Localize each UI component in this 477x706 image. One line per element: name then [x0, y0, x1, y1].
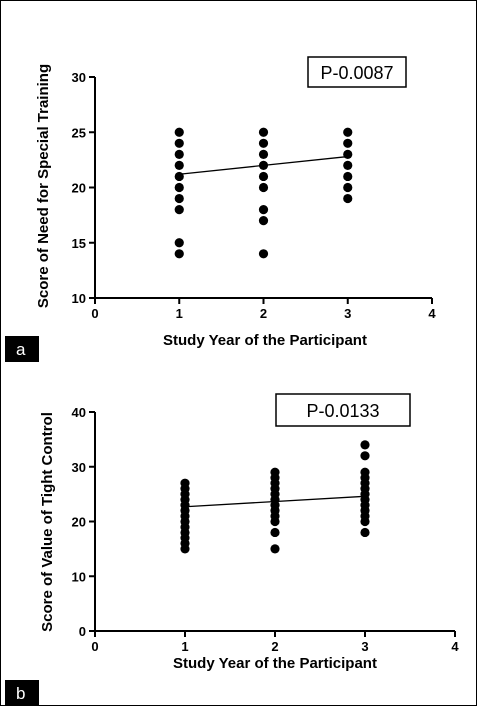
panel-a-data-point: [174, 127, 184, 137]
panel-a-y-tick-label: 15: [72, 236, 86, 251]
panel-a-data-point: [258, 205, 269, 215]
panel-a-data-point: [174, 138, 184, 148]
panel-a-p-value-box: [307, 56, 407, 88]
panel-a-x-axis-label: Study Year of the Participant: [163, 332, 367, 349]
panel-a-data-point: [258, 249, 269, 259]
panel-a-data-point: [174, 149, 184, 159]
panel-a-y-tick-label: 30: [72, 70, 86, 85]
panel-a-y-tick-label: 25: [72, 125, 86, 140]
panel-a-data-point: [258, 149, 269, 159]
panel-b-x-tick-label: 4: [451, 639, 459, 654]
panel-b-data-point: [360, 440, 370, 450]
panel-a-data-point: [174, 182, 184, 193]
panel-a-data-point: [174, 171, 184, 182]
panel-a-data-point: [258, 127, 269, 137]
panel-a-data-point: [258, 138, 269, 148]
panel-a-axes: 10 15 20 25 30 0 1 2 3 4: [72, 70, 437, 321]
panel-a-data-point: [343, 127, 353, 137]
panel-b-x-tick-label: 2: [271, 639, 278, 654]
panel-b-x-tick-label: 1: [181, 639, 188, 654]
panel-a-data-point: [258, 171, 269, 182]
panel-b-data-point: [270, 544, 280, 554]
panel-a-x-tick-label: 4: [428, 306, 436, 321]
panel-b-data-point: [180, 544, 190, 554]
panel-a: a Score of Need for Special Training Stu…: [5, 56, 437, 362]
panel-b-tag: b: [16, 684, 25, 703]
panel-b-x-tick-label: 0: [91, 639, 98, 654]
panel-a-data-point: [343, 138, 353, 148]
panel-a-data-point: [174, 249, 184, 259]
panel-a-points: [174, 127, 353, 259]
panel-a-x-tick-label: 2: [260, 306, 267, 321]
panel-b-y-axis-label: Score of Value of Tight Control: [39, 412, 56, 632]
panel-b-data-point: [360, 516, 370, 527]
panel-a-y-tick-label: 20: [72, 181, 86, 196]
panel-a-data-point: [343, 193, 353, 204]
panel-a-data-point: [174, 238, 184, 248]
panel-b-y-tick-label: 40: [72, 405, 86, 420]
panel-b-y-tick-label: 10: [72, 569, 86, 584]
panel-a-data-point: [174, 205, 184, 215]
panel-a-data-point: [174, 160, 184, 170]
panel-a-data-point: [258, 160, 269, 170]
panel-b-tag-bg: [5, 680, 39, 706]
panel-a-data-point: [343, 160, 353, 170]
panel-b-data-point: [270, 527, 280, 538]
panel-a-x-tick-label: 1: [176, 306, 183, 321]
panel-b-points: [180, 440, 370, 554]
panel-b-data-point: [270, 516, 280, 527]
panel-b-x-axis-label: Study Year of the Participant: [173, 655, 377, 672]
panel-a-tag: a: [16, 340, 26, 359]
panel-b-y-tick-label: 30: [72, 460, 86, 475]
panel-b-data-point: [360, 451, 370, 461]
panel-b: b Score of Value of Tight Control Study …: [5, 393, 460, 706]
panel-b-data-point: [360, 527, 370, 538]
panel-b-p-value-box: [275, 393, 411, 427]
panel-b-y-tick-label: 0: [79, 624, 86, 639]
panel-a-data-point: [258, 216, 269, 226]
panel-a-y-axis-label: Score of Need for Special Training: [35, 64, 52, 308]
panel-a-tag-bg: [5, 336, 39, 362]
panel-b-p-value: P-0.0133: [306, 401, 379, 421]
panel-a-data-point: [343, 149, 353, 159]
panel-a-x-tick-label: 3: [344, 306, 351, 321]
panel-a-p-value: P-0.0087: [320, 63, 393, 83]
panel-a-x-tick-label: 0: [91, 306, 98, 321]
panel-a-y-tick-label: 10: [72, 291, 86, 306]
panel-b-y-tick-label: 20: [72, 515, 86, 530]
panel-a-data-point: [343, 171, 353, 182]
panel-b-axes: 0 10 20 30 40 0 1 2 3 4: [72, 405, 460, 654]
panel-a-data-point: [174, 193, 184, 204]
panel-a-data-point: [343, 182, 353, 193]
panel-a-data-point: [258, 182, 269, 193]
panel-b-x-tick-label: 3: [361, 639, 368, 654]
